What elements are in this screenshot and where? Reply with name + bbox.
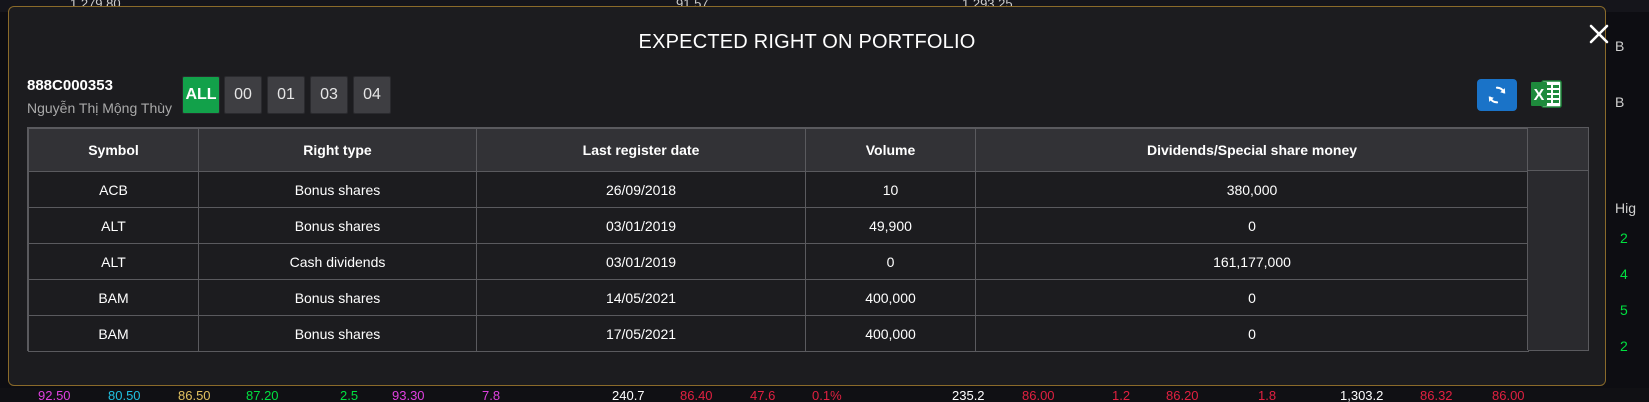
table-scroll-gutter[interactable] <box>1527 128 1588 350</box>
background-right-value: 4 <box>1620 266 1628 282</box>
background-bottom-value: 240.7 <box>612 388 645 402</box>
cell-volume: 400,000 <box>805 279 976 316</box>
account-name: Nguyễn Thị Mộng Thùy <box>27 100 173 116</box>
cell-right-type: Bonus shares <box>198 171 477 208</box>
background-bottom-value: 80.50 <box>108 388 141 402</box>
table-row[interactable]: ALT Cash dividends 03/01/2019 0 161,177,… <box>28 243 1529 280</box>
background-bottom-value: 7.8 <box>482 388 501 402</box>
column-header-dividends[interactable]: Dividends/Special share money <box>975 128 1529 172</box>
subaccount-tab-00[interactable]: 00 <box>224 76 262 114</box>
cell-right-type: Bonus shares <box>198 279 477 316</box>
table-row[interactable]: BAM Bonus shares 14/05/2021 400,000 0 <box>28 279 1529 316</box>
background-bottom-value: 235.2 <box>952 388 985 402</box>
background-bottom-value: 1.2 <box>1112 388 1131 402</box>
column-header-right-type[interactable]: Right type <box>198 128 477 172</box>
close-button[interactable] <box>1586 21 1612 47</box>
cell-volume: 10 <box>805 171 976 208</box>
cell-right-type: Bonus shares <box>198 207 477 244</box>
background-right-label: B <box>1615 94 1625 110</box>
table-row[interactable]: BAM Bonus shares 17/05/2021 400,000 0 <box>28 315 1529 352</box>
rights-table: Symbol Right type Last register date Vol… <box>28 128 1529 352</box>
cell-dividends: 380,000 <box>975 171 1529 208</box>
export-excel-button[interactable]: X <box>1529 77 1563 111</box>
cell-dividends: 0 <box>975 207 1529 244</box>
cell-register-date: 17/05/2021 <box>476 315 806 352</box>
expected-right-modal: EXPECTED RIGHT ON PORTFOLIO 888C000353 N… <box>8 6 1609 386</box>
subaccount-tab-04[interactable]: 04 <box>353 76 391 114</box>
excel-icon: X <box>1531 80 1562 108</box>
table-row[interactable]: ALT Bonus shares 03/01/2019 49,900 0 <box>28 207 1529 244</box>
background-top-value: 1,293.25 <box>962 0 1013 11</box>
cell-volume: 0 <box>805 243 976 280</box>
background-bottom-value: 86.32 <box>1420 388 1453 402</box>
background-right-value: 5 <box>1620 302 1628 318</box>
table-header-row: Symbol Right type Last register date Vol… <box>28 128 1529 172</box>
background-bottom-value: 93.30 <box>392 388 425 402</box>
cell-register-date: 14/05/2021 <box>476 279 806 316</box>
refresh-button[interactable] <box>1477 79 1517 111</box>
background-right-value: 2 <box>1620 338 1628 354</box>
background-bottom-value: 86.50 <box>178 388 211 402</box>
table-row[interactable]: ACB Bonus shares 26/09/2018 10 380,000 <box>28 171 1529 208</box>
cell-register-date: 03/01/2019 <box>476 243 806 280</box>
cell-volume: 400,000 <box>805 315 976 352</box>
cell-symbol: ACB <box>28 171 199 208</box>
background-top-value: 91.57 <box>676 0 709 11</box>
subaccount-tab-01[interactable]: 01 <box>267 76 305 114</box>
background-bottom-value: 47.6 <box>750 388 776 402</box>
background-bottom-value: 86.40 <box>680 388 713 402</box>
background-bottom-value: 92.50 <box>38 388 71 402</box>
background-bottom-value: 2.5 <box>340 388 359 402</box>
cell-symbol: ALT <box>28 243 199 280</box>
background-right-value: 2 <box>1620 230 1628 246</box>
cell-dividends: 161,177,000 <box>975 243 1529 280</box>
column-header-symbol[interactable]: Symbol <box>28 128 199 172</box>
table-scroll-gutter-head <box>1528 128 1588 171</box>
background-bottom-value: 86.00 <box>1492 388 1525 402</box>
cell-dividends: 0 <box>975 279 1529 316</box>
background-bottom-value: 1.8 <box>1258 388 1277 402</box>
excel-letter: X <box>1534 87 1545 104</box>
background-bottom-value: 1,303.2 <box>1340 388 1384 402</box>
account-id: 888C000353 <box>27 77 113 94</box>
background-bottom-value: 0.1% <box>812 388 842 402</box>
cell-register-date: 26/09/2018 <box>476 171 806 208</box>
subaccount-tab-03[interactable]: 03 <box>310 76 348 114</box>
background-top-value: 1,279.80 <box>70 0 121 11</box>
background-bottom-value: 86.00 <box>1022 388 1055 402</box>
cell-register-date: 03/01/2019 <box>476 207 806 244</box>
background-right-label: Hig <box>1615 200 1637 216</box>
cell-symbol: ALT <box>28 207 199 244</box>
refresh-icon <box>1488 86 1506 104</box>
subaccount-tab-all[interactable]: ALL <box>182 76 220 114</box>
background-right-label: B <box>1615 38 1625 54</box>
cell-symbol: BAM <box>28 315 199 352</box>
cell-symbol: BAM <box>28 279 199 316</box>
rights-table-container: Symbol Right type Last register date Vol… <box>27 127 1589 352</box>
column-header-volume[interactable]: Volume <box>805 128 976 172</box>
modal-title: EXPECTED RIGHT ON PORTFOLIO <box>638 31 976 53</box>
background-bottom-value: 87.20 <box>246 388 279 402</box>
column-header-last-register-date[interactable]: Last register date <box>476 128 806 172</box>
cell-right-type: Bonus shares <box>198 315 477 352</box>
background-bottom-strip <box>0 388 1649 402</box>
cell-dividends: 0 <box>975 315 1529 352</box>
background-bottom-value: 86.20 <box>1166 388 1199 402</box>
cell-right-type: Cash dividends <box>198 243 477 280</box>
cell-volume: 49,900 <box>805 207 976 244</box>
close-icon <box>1589 24 1609 44</box>
